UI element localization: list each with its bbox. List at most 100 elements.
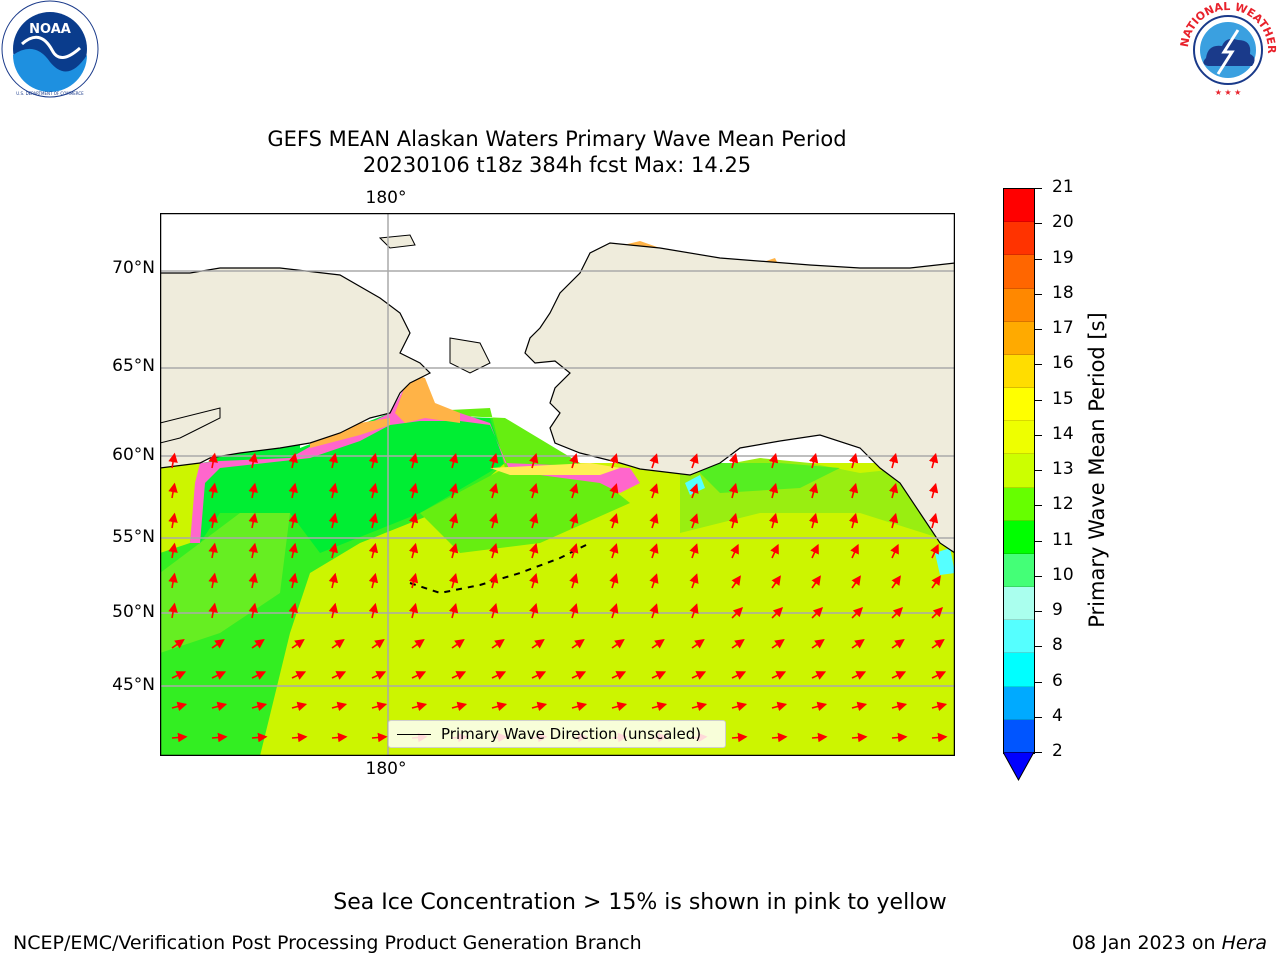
- wave-arrow: [448, 602, 459, 619]
- wave-arrow: [208, 512, 218, 529]
- wave-arrow: [888, 482, 899, 499]
- colorbar-tick-label: 10: [1052, 564, 1074, 585]
- wave-arrow: [168, 542, 178, 559]
- wave-arrow: [168, 572, 178, 589]
- wave-arrow: [731, 575, 741, 589]
- wave-arrow: [248, 572, 258, 589]
- wave-arrow: [888, 452, 899, 469]
- wave-arrow: [248, 512, 258, 529]
- wave-arrow: [408, 452, 419, 469]
- wave-arrow: [689, 513, 699, 529]
- lat-label-50: 50°N: [112, 602, 155, 622]
- colorbar-segment: [1004, 189, 1034, 223]
- colorbar-label: Primary Wave Mean Period [s]: [1085, 312, 1109, 628]
- wave-arrow: [168, 452, 178, 469]
- colorbar-segment: [1004, 255, 1034, 289]
- wave-arrow: [689, 603, 699, 619]
- wave-arrow: [928, 482, 939, 499]
- legend-label: Primary Wave Direction (unscaled): [441, 725, 702, 743]
- wave-arrow: [609, 573, 619, 589]
- colorbar-tick-label: 14: [1052, 423, 1074, 444]
- colorbar-tick-mark: [1035, 223, 1042, 225]
- wave-arrow: [211, 639, 225, 649]
- wave-arrow: [851, 575, 861, 589]
- wave-arrow: [448, 542, 459, 559]
- sea-ice-note: Sea Ice Concentration > 15% is shown in …: [333, 890, 947, 915]
- wave-arrow: [288, 572, 298, 589]
- lat-label-70: 70°N: [112, 258, 155, 278]
- wave-arrow: [171, 671, 187, 680]
- wave-arrow: [771, 606, 784, 619]
- wave-arrow: [248, 452, 258, 469]
- wave-arrow: [288, 602, 298, 619]
- wave-arrow: [731, 671, 747, 680]
- colorbar-segment: [1004, 454, 1034, 488]
- wave-arrow: [771, 575, 781, 589]
- wave-arrow: [569, 483, 579, 499]
- wave-arrow: [569, 453, 579, 469]
- wave-arrow: [811, 701, 828, 712]
- chart-subtitle: 20230106 t18z 384h fcst Max: 14.25: [362, 153, 752, 177]
- footer-org: NCEP/EMC/Verification Post Processing Pr…: [13, 932, 642, 954]
- map-panel: [160, 213, 955, 756]
- wave-arrow: [811, 639, 825, 649]
- svg-text:U.S. DEPARTMENT OF COMMERCE: U.S. DEPARTMENT OF COMMERCE: [16, 91, 84, 96]
- wave-arrow: [288, 542, 298, 559]
- colorbar-tick-mark: [1035, 188, 1042, 189]
- colorbar-tick-mark: [1035, 575, 1042, 577]
- colorbar-segment: [1004, 222, 1034, 256]
- colorbar-tick-label: 20: [1052, 212, 1074, 233]
- wave-arrow: [851, 671, 867, 680]
- wave-arrow: [368, 542, 379, 559]
- colorbar-tick-mark: [1035, 329, 1042, 330]
- lat-label-55: 55°N: [112, 527, 155, 547]
- wave-arrow: [288, 452, 298, 469]
- wave-arrow: [848, 512, 859, 529]
- lat-label-60: 60°N: [112, 445, 155, 465]
- wave-arrow: [328, 512, 339, 529]
- colorbar-tick-mark: [1035, 364, 1042, 366]
- wave-arrow: [771, 671, 787, 680]
- wave-arrow: [651, 639, 665, 649]
- colorbar-segment: [1004, 487, 1034, 521]
- wave-arrow: [368, 512, 379, 529]
- wave-arrow: [408, 602, 419, 619]
- wave-arrow: [571, 639, 585, 649]
- colorbar-segment: [1004, 520, 1034, 554]
- wave-arrow: [571, 671, 587, 680]
- colorbar-tick-mark: [1035, 434, 1042, 436]
- wave-arrow: [451, 639, 465, 649]
- wave-arrow: [890, 543, 899, 559]
- wave-arrow: [808, 452, 819, 469]
- wave-arrow: [489, 542, 499, 559]
- wave-arrow: [649, 513, 659, 529]
- wave-arrow: [569, 513, 579, 529]
- wave-arrow: [569, 603, 579, 619]
- wave-arrow: [811, 732, 828, 743]
- land-alaska: [524, 242, 955, 554]
- wave-arrow: [891, 701, 908, 712]
- colorbar-segment: [1004, 321, 1034, 355]
- wave-arrow: [689, 573, 699, 589]
- wave-arrow: [771, 732, 788, 743]
- wave-arrow: [448, 482, 459, 499]
- colorbar-tick-label: 12: [1052, 494, 1074, 515]
- colorbar-segment: [1004, 719, 1034, 753]
- wave-arrow: [371, 671, 387, 680]
- colorbar-tick-label: 9: [1052, 600, 1063, 620]
- colorbar-tick-mark: [1035, 716, 1042, 718]
- wave-arrow: [448, 512, 459, 529]
- wave-arrow: [531, 671, 547, 680]
- wave-arrow: [291, 671, 307, 680]
- wave-arrow: [529, 513, 539, 529]
- wave-arrow: [891, 732, 908, 743]
- wave-arrow: [771, 639, 785, 649]
- nws-logo: NATIONAL WEATHER SERVICE ★ ★ ★: [1178, 0, 1278, 97]
- wave-arrow: [248, 482, 258, 499]
- colorbar-tick-label: 21: [1052, 177, 1074, 197]
- colorbar-segment: [1004, 620, 1034, 654]
- wave-arrow: [171, 701, 188, 712]
- wave-arrow: [770, 543, 779, 559]
- wave-arrow: [408, 542, 419, 559]
- wave-arrow: [691, 639, 705, 649]
